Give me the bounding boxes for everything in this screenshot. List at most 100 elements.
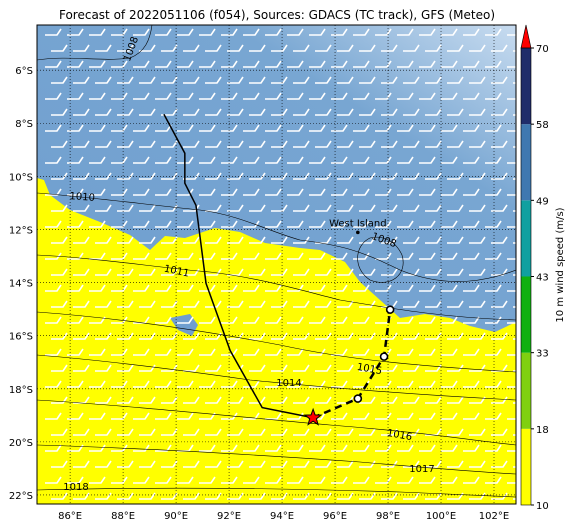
wind-barb [337,236,354,244]
wind-barb [469,428,486,436]
wind-barb [447,44,464,52]
wind-barb [155,348,172,356]
wind-barb [331,380,348,388]
wind-barb [403,204,420,212]
wind-barb [133,252,150,260]
wind-barb [221,476,238,484]
wind-barb [287,252,304,260]
wind-barb [155,188,172,196]
wind-barb [375,188,392,196]
wind-barb [375,92,392,100]
wind-barb [381,44,398,52]
wind-barb [447,204,464,212]
wind-barb [491,236,508,244]
wind-barb [381,364,398,372]
wind-barb [337,364,354,372]
wind-barb [441,28,458,36]
wind-barb [227,460,244,468]
wind-barb [227,428,244,436]
wind-barb [227,76,244,84]
wind-barb [111,380,128,388]
wind-barb [205,396,222,404]
wind-barb [359,76,376,84]
wind-barb [359,268,376,276]
wind-barb [447,108,464,116]
wind-barb [425,300,442,308]
isobar-label: 1011 [163,264,190,280]
wind-barb [447,332,464,340]
wind-barb [117,108,134,116]
colorbar-segment [521,48,531,125]
colorbar-segment [521,200,531,277]
wind-barb [67,316,84,324]
wind-barb [447,460,464,468]
wind-barb [381,396,398,404]
wind-barb [199,380,216,388]
track-observed [163,113,314,419]
wind-barb [265,476,282,484]
wind-barb [67,92,84,100]
wind-barb [309,252,326,260]
wind-barb [155,156,172,164]
wind-barb [507,130,516,132]
wind-barb [133,124,150,132]
wind-barb [265,444,282,452]
wind-barb [67,348,84,356]
wind-barb [447,428,464,436]
wind-barb [133,188,150,196]
wind-barb [51,268,68,276]
wind-barb [293,44,310,52]
wind-barb [337,460,354,468]
wind-barb [397,28,414,36]
wind-barb [441,284,458,292]
wind-barb [469,44,486,52]
wind-barb [199,188,216,196]
wind-barb [425,204,442,212]
wind-barb [375,124,392,132]
wind-barb [315,332,332,340]
y-tick-label: 10°S [9,172,33,183]
wind-barb [353,188,370,196]
wind-barb [117,44,134,52]
wind-barb [359,172,376,180]
wind-barb [419,412,436,420]
wind-barb [403,492,420,500]
wind-barb [89,380,106,388]
colorbar-label: 10 m wind speed (m/s) [555,207,566,322]
x-tick-label: 88°E [111,511,135,522]
wind-barb [139,460,156,468]
wind-barb [249,108,266,116]
wind-barb [463,220,480,228]
wind-barb [425,332,442,340]
wind-barb [243,380,260,388]
wind-barb [67,188,84,196]
wind-barb [425,236,442,244]
wind-barb [89,316,106,324]
wind-barb [161,332,178,340]
wind-barb [183,300,200,308]
wind-barb [375,220,392,228]
wind-barb [331,92,348,100]
isobar [357,236,404,283]
wind-barb [249,332,266,340]
wind-barb [491,140,508,148]
wind-barb [227,300,244,308]
wind-barb [507,162,516,164]
wind-barb [95,108,112,116]
wind-barb [161,396,178,404]
isobar [37,254,516,321]
wind-barb [243,188,260,196]
wind-barb [397,220,414,228]
wind-barb [491,108,508,116]
wind-barb [309,124,326,132]
isobar [37,311,516,373]
wind-barb [419,316,436,324]
wind-barb [205,300,222,308]
wind-barb [95,268,112,276]
colorbar-tick-label: 33 [536,349,549,360]
wind-barb [309,348,326,356]
wind-barb [353,444,370,452]
wind-barbs [45,28,516,500]
wind-barb [73,460,90,468]
wind-barb [205,172,222,180]
